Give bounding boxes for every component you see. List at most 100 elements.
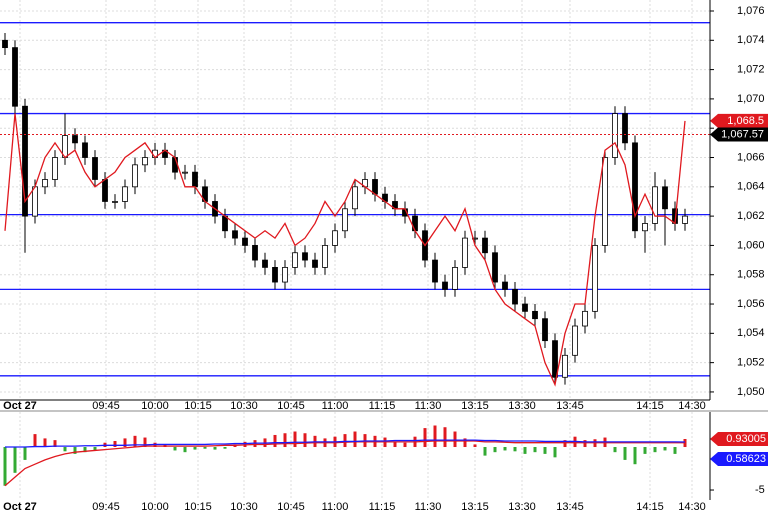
y-tick-label: 1,056 [737, 298, 765, 310]
candle-body [132, 164, 138, 188]
histogram-bar [83, 447, 87, 453]
candle-body [2, 39, 8, 49]
histogram-bar [143, 437, 147, 448]
histogram-bar [93, 447, 97, 451]
price-label: 1,068.5 [727, 115, 764, 127]
candle-body [632, 142, 638, 232]
histogram-bar [123, 438, 127, 448]
x-tick-label: 14:15 [636, 501, 664, 513]
histogram-bar [633, 447, 637, 465]
histogram-bar [673, 447, 677, 454]
candle-body [622, 113, 628, 144]
candle-body [452, 266, 458, 290]
candle-body [262, 259, 268, 268]
candle-body [222, 215, 228, 232]
candle-body [482, 237, 488, 254]
candle-body [322, 245, 328, 268]
x-tick-label: 11:30 [415, 501, 442, 513]
histogram-bar [213, 447, 217, 450]
x-tick-label: 13:45 [556, 501, 584, 513]
histogram-bar [613, 447, 617, 453]
x-tick-label: 13:45 [556, 400, 584, 412]
candle-body [462, 237, 468, 268]
y-tick-label: 1,054 [737, 327, 765, 339]
x-tick-label: 10:15 [184, 400, 212, 412]
price-label-box [710, 113, 768, 128]
y-tick-label: 1,060 [737, 239, 765, 251]
candle-body [72, 135, 78, 144]
candle-body [542, 318, 548, 342]
candle-body [642, 223, 648, 232]
x-tick-label: 11:15 [369, 501, 396, 513]
y-tick-label: 1,074 [737, 34, 765, 46]
candle-body [612, 113, 618, 158]
histogram-bar [283, 433, 287, 448]
candle-body [272, 266, 278, 283]
x-tick-label: 11:30 [415, 400, 442, 412]
x-tick-label: 09:45 [92, 501, 120, 513]
candle-body [52, 157, 58, 180]
x-tick-label: 10:00 [141, 501, 169, 513]
candle-body [492, 252, 498, 283]
histogram-bar [663, 447, 667, 451]
candle-body [552, 340, 558, 378]
histogram-bar [473, 444, 477, 448]
x-tick-label: 14:30 [678, 501, 706, 513]
price-label: 1,067.57 [721, 128, 764, 140]
candle-body [292, 252, 298, 268]
x-tick-label: 10:45 [277, 501, 305, 513]
y-tick-label: 1,062 [737, 210, 765, 222]
y-tick-label: 1,050 [737, 386, 765, 398]
histogram-bar [223, 447, 227, 449]
candle-body [232, 230, 238, 239]
candle-body [522, 303, 528, 312]
histogram-bar [443, 427, 447, 448]
candle-body [332, 230, 338, 246]
x-tick-label: 11:15 [369, 400, 396, 412]
candle-body [342, 208, 348, 232]
candle-body [172, 157, 178, 173]
candle-body [502, 281, 508, 290]
x-tick-label: 13:30 [508, 400, 536, 412]
histogram-bar [183, 447, 187, 453]
histogram-bar [343, 434, 347, 448]
candle-body [302, 252, 308, 261]
candle-body [122, 186, 128, 202]
candle-body [602, 157, 608, 246]
histogram-bar [113, 440, 117, 448]
candle-body [192, 171, 198, 188]
histogram-bar [33, 434, 37, 448]
candle-body [372, 179, 378, 195]
histogram-bar [273, 434, 277, 448]
y-tick-label: -5 [755, 484, 765, 496]
histogram-bar [503, 447, 507, 451]
histogram-bar [393, 441, 397, 448]
value-label-box [710, 432, 768, 447]
candle-body [252, 245, 258, 261]
candle-body [662, 186, 668, 210]
candle-body [22, 105, 28, 217]
candle-body [82, 142, 88, 158]
candle-body [112, 201, 118, 203]
candle-body [532, 310, 538, 320]
candle-body [142, 157, 148, 166]
histogram-bar [653, 447, 657, 453]
x-tick-label: 10:45 [277, 400, 305, 412]
y-tick-label: 1,076 [737, 5, 765, 17]
candle-body [102, 179, 108, 202]
histogram-bar [23, 447, 27, 460]
x-tick-label: Oct 27 [3, 501, 37, 513]
candle-body [562, 354, 568, 378]
histogram-bar [553, 447, 557, 458]
histogram-bar [63, 447, 67, 452]
y-tick-label: 1,058 [737, 269, 765, 281]
candle-body [92, 157, 98, 180]
x-tick-label: 11:00 [322, 400, 349, 412]
candle-body [352, 186, 358, 210]
y-tick-label: 1,070 [737, 93, 765, 105]
histogram-bar [423, 428, 427, 448]
histogram-bar [403, 442, 407, 448]
